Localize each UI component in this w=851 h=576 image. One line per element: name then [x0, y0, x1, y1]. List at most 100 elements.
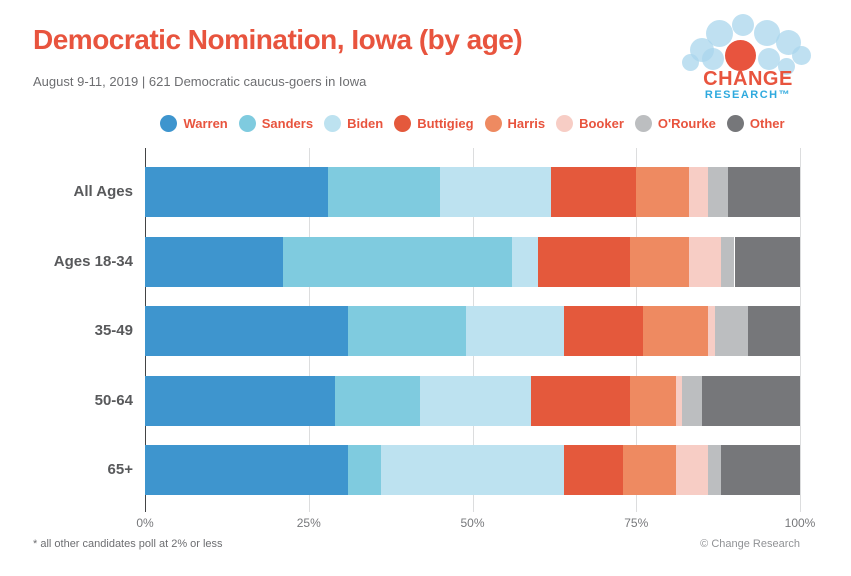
logo-bubble [754, 20, 780, 46]
plot-area [145, 148, 801, 512]
biden-swatch-icon [324, 115, 342, 132]
x-axis-labels: 0% 25% 50% 75% 100% [0, 516, 851, 532]
bar-segment-warren [145, 445, 349, 495]
logo-bubble [758, 48, 780, 70]
bar-segment-biden [439, 167, 552, 217]
logo-bubble [778, 58, 795, 75]
bar-segment-buttigieg [551, 167, 637, 217]
logo-research-text: RESEARCH™ [704, 89, 792, 101]
legend-item-other: Other [726, 115, 785, 132]
legend-label-biden: Biden [347, 116, 384, 131]
bar-segment-other [721, 445, 800, 495]
bar-segment-booker [708, 306, 715, 356]
bar-segment-booker [688, 237, 722, 287]
x-axis-tick-75: 75% [624, 516, 649, 530]
bar-segment-harris [636, 167, 689, 217]
bar-segment-o-rourke [721, 237, 735, 287]
legend-item-biden: Biden [324, 115, 383, 132]
legend-item-sanders: Sanders [238, 115, 314, 132]
bar-segment-booker [688, 167, 709, 217]
warren-swatch-icon [160, 115, 178, 132]
y-axis-label-65: 65+ [107, 461, 133, 478]
bar-segment-buttigieg [531, 376, 630, 426]
bar-segment-warren [145, 376, 335, 426]
bar-segment-other [727, 167, 800, 217]
chart-subtitle: August 9-11, 2019 | 621 Democratic caucu… [33, 74, 367, 89]
bar-segment-harris [623, 445, 676, 495]
bar-row-35-49 [145, 306, 800, 356]
bar-segment-other [701, 376, 800, 426]
harris-swatch-icon [484, 115, 502, 132]
y-axis-label-ages-18-34: Ages 18-34 [53, 253, 133, 270]
bar-row-ages-18-34 [145, 237, 800, 287]
logo-bubble-orange [725, 40, 756, 71]
legend-label-sanders: Sanders [261, 116, 314, 131]
bar-segment-biden [380, 445, 565, 495]
logo-bubble [706, 20, 733, 47]
bar-segment-buttigieg [538, 237, 630, 287]
logo-bubbles-icon [678, 12, 838, 78]
footnote: * all other candidates poll at 2% or les… [33, 538, 223, 550]
bar-segment-o-rourke [708, 445, 722, 495]
bar-segment-warren [145, 167, 329, 217]
logo-bubble [702, 48, 724, 70]
bar-segment-booker [675, 376, 683, 426]
legend-item-booker: Booker [556, 115, 624, 132]
bar-segment-o-rourke [682, 376, 702, 426]
bar-segment-buttigieg [564, 306, 643, 356]
bar-segment-booker [675, 445, 709, 495]
bar-segment-other [747, 306, 800, 356]
y-axis-labels: All Ages Ages 18-34 35-49 50-64 65+ [0, 148, 133, 512]
y-axis-label-all-ages: All Ages [73, 183, 133, 200]
bar-segment-harris [629, 237, 689, 287]
copyright: © Change Research [700, 538, 800, 550]
bar-segment-harris [629, 376, 676, 426]
legend-item-harris: Harris [484, 115, 546, 132]
bar-segment-warren [145, 237, 283, 287]
other-swatch-icon [726, 115, 744, 132]
logo-bubble [682, 54, 699, 71]
bar-segment-biden [511, 237, 538, 287]
legend-item-warren: Warren [160, 115, 228, 132]
legend-label-harris: Harris [507, 116, 546, 131]
bar-row-50-64 [145, 376, 800, 426]
y-axis-label-50-64: 50-64 [94, 392, 133, 409]
bar-segment-warren [145, 306, 349, 356]
x-axis-tick-50: 50% [460, 516, 485, 530]
x-axis-tick-100: 100% [784, 516, 816, 530]
logo-bubble [732, 14, 754, 36]
legend-label-other: Other [749, 116, 785, 131]
page-title: Democratic Nomination, Iowa (by age) [33, 24, 523, 55]
x-axis-tick-0: 0% [136, 516, 154, 530]
change-research-logo: CHANGE RESEARCH™ [678, 12, 838, 107]
bar-segment-sanders [282, 237, 512, 287]
bar-segment-biden [465, 306, 565, 356]
bar-segment-sanders [334, 376, 421, 426]
y-axis-label-35-49: 35-49 [94, 322, 133, 339]
o-rourke-swatch-icon [634, 115, 652, 132]
legend-item-buttigieg: Buttigieg [394, 115, 474, 132]
legend-label-buttigieg: Buttigieg [417, 116, 474, 131]
x-axis-tick-25: 25% [296, 516, 321, 530]
bar-row-65 [145, 445, 800, 495]
bar-segment-o-rourke [714, 306, 748, 356]
legend-item-o-rourke: O'Rourke [634, 115, 716, 132]
logo-bubble [792, 46, 811, 65]
bar-segment-biden [420, 376, 532, 426]
gridline-100 [800, 148, 801, 512]
legend-label-o-rourke: O'Rourke [657, 116, 716, 131]
booker-swatch-icon [556, 115, 574, 132]
legend-label-warren: Warren [183, 116, 228, 131]
bar-segment-sanders [328, 167, 440, 217]
bar-segment-sanders [348, 306, 466, 356]
buttigieg-swatch-icon [394, 115, 412, 132]
bar-segment-harris [642, 306, 709, 356]
bar-segment-sanders [348, 445, 381, 495]
bar-segment-buttigieg [564, 445, 624, 495]
bar-segment-other [734, 237, 800, 287]
sanders-swatch-icon [238, 115, 256, 132]
legend: Warren Sanders Biden Buttigieg Harris Booker O… [145, 115, 800, 132]
legend-label-booker: Booker [579, 116, 624, 131]
bar-segment-o-rourke [708, 167, 728, 217]
